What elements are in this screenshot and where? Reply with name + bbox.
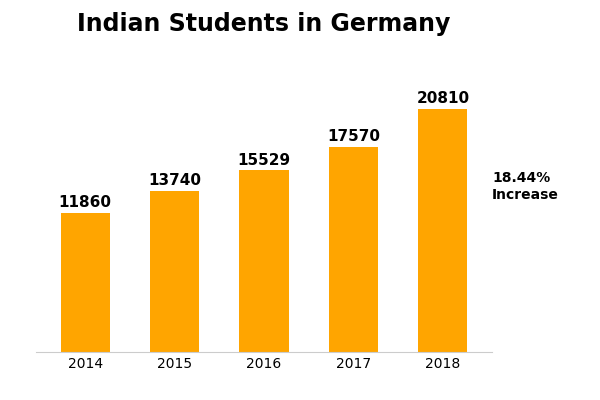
Text: 11860: 11860 <box>59 196 112 210</box>
Bar <box>150 191 199 352</box>
Bar <box>329 146 378 352</box>
Bar <box>418 109 467 352</box>
Bar <box>61 213 110 352</box>
Title: Indian Students in Germany: Indian Students in Germany <box>77 12 451 36</box>
Text: 18.44%
Increase: 18.44% Increase <box>492 172 559 202</box>
Bar <box>239 170 289 352</box>
Text: 13740: 13740 <box>148 174 201 188</box>
Text: 20810: 20810 <box>416 91 469 106</box>
Text: 15529: 15529 <box>238 152 290 168</box>
Text: 17570: 17570 <box>327 129 380 144</box>
